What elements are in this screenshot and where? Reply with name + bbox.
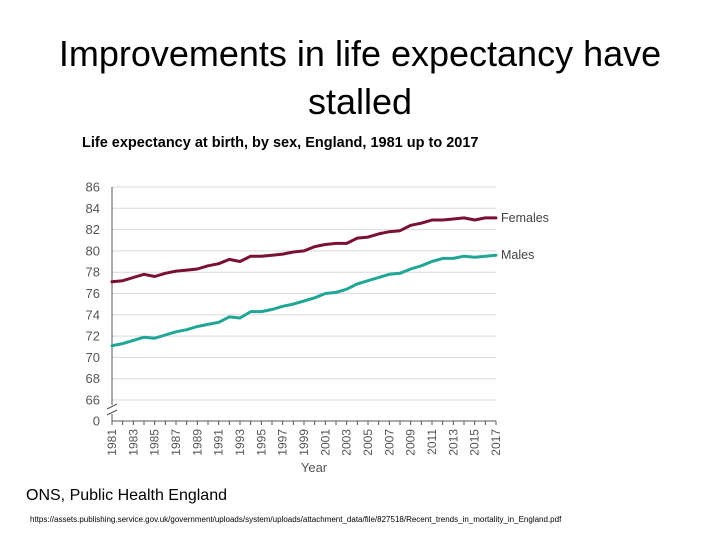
x-tick-label: 1981 bbox=[105, 429, 119, 456]
y-tick-label: 76 bbox=[86, 286, 100, 301]
x-tick-label: 1997 bbox=[276, 429, 290, 456]
x-tick-label: 2009 bbox=[404, 429, 418, 456]
x-tick-label: 1989 bbox=[190, 429, 204, 456]
y-tick-label: 80 bbox=[86, 243, 100, 258]
y-tick-label: 72 bbox=[86, 329, 100, 344]
y-tick-label: 70 bbox=[86, 350, 100, 365]
series-label-males: Males bbox=[501, 248, 534, 262]
slide-title: Improvements in life expectancy have sta… bbox=[58, 33, 662, 122]
y-tick-label: 86 bbox=[86, 180, 100, 195]
x-tick-label: 2007 bbox=[382, 429, 396, 456]
axis-break-mark bbox=[106, 409, 118, 416]
series-line-females bbox=[110, 216, 498, 284]
y-tick-label: 78 bbox=[86, 265, 100, 280]
x-tick-label: 1983 bbox=[126, 429, 140, 456]
x-tick-label: 2013 bbox=[446, 429, 460, 456]
y-tick-label: 0 bbox=[93, 414, 100, 429]
x-tick-label: 2015 bbox=[468, 429, 482, 456]
y-tick-label: 84 bbox=[86, 201, 100, 216]
x-tick-label: 1993 bbox=[233, 429, 247, 456]
axis-break-mark bbox=[106, 403, 118, 410]
y-tick-label: 82 bbox=[86, 222, 100, 237]
source-url[interactable]: https://assets.publishing.service.gov.uk… bbox=[30, 515, 562, 524]
x-tick-label: 1991 bbox=[212, 429, 226, 456]
x-tick-label: 2003 bbox=[340, 429, 354, 456]
series-label-females: Females bbox=[501, 211, 549, 225]
x-tick-label: 2017 bbox=[489, 429, 503, 456]
y-tick-label: 68 bbox=[86, 371, 100, 386]
axis-break-gap bbox=[106, 405, 118, 414]
y-tick-label: 66 bbox=[86, 393, 100, 408]
x-tick-label: 1985 bbox=[148, 429, 162, 456]
source-text: ONS, Public Health England bbox=[26, 487, 227, 504]
x-tick-label: 1999 bbox=[297, 429, 311, 456]
x-axis-label: Year bbox=[301, 460, 328, 475]
x-tick-label: 1995 bbox=[254, 429, 268, 456]
chart-title: Life expectancy at birth, by sex, Englan… bbox=[82, 135, 479, 151]
series-line-males bbox=[110, 253, 498, 348]
x-tick-label: 2011 bbox=[425, 429, 439, 455]
y-tick-label: 74 bbox=[86, 307, 100, 322]
x-tick-label: 2005 bbox=[361, 429, 375, 456]
x-tick-label: 2001 bbox=[318, 429, 332, 456]
x-tick-label: 1987 bbox=[169, 429, 183, 456]
